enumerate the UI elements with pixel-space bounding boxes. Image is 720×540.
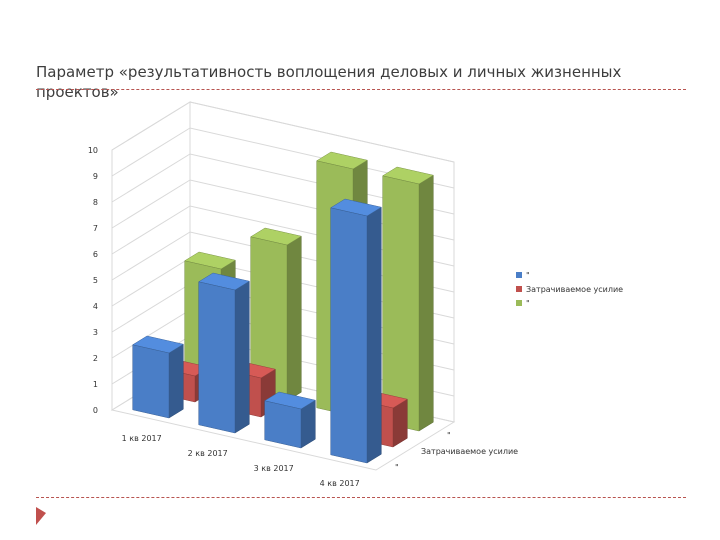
y-tick-label: 10 — [88, 146, 98, 155]
bar-side-face — [286, 235, 302, 402]
bar-3-4 — [382, 166, 434, 432]
y-tick-label: 5 — [93, 276, 98, 285]
bar-1-4 — [330, 198, 382, 464]
bar-side-face — [366, 206, 382, 464]
bar-front-face — [132, 344, 170, 419]
y-tick-label: 3 — [93, 328, 98, 337]
chart-legend: " Затрачиваемое усилие " — [516, 271, 623, 308]
y-axis-ticks: 0 1 2 3 4 5 6 7 8 9 10 — [88, 146, 98, 415]
slide-title: Параметр «результативность воплощения де… — [36, 63, 622, 101]
y-tick-label: 2 — [93, 354, 98, 363]
y-tick-label: 1 — [93, 380, 98, 389]
gridline — [111, 101, 455, 163]
legend-label: " — [526, 299, 530, 308]
chart-bars — [132, 151, 434, 464]
bar-side-face — [234, 280, 250, 434]
y-tick-label: 7 — [93, 224, 98, 233]
y-tick-label: 6 — [93, 250, 98, 259]
bar-1-2 — [198, 272, 250, 434]
depth-tick-label: " — [447, 431, 451, 440]
depth-tick-label: " — [395, 463, 399, 472]
legend-label: Затрачиваемое усилие — [526, 285, 623, 294]
legend-swatch — [516, 286, 522, 292]
bar-side-face — [168, 343, 184, 419]
y-tick-label: 4 — [93, 302, 98, 311]
top-divider — [36, 89, 686, 90]
bar-front-face — [330, 207, 368, 464]
y-tick-label: 0 — [93, 406, 98, 415]
depth-axis-labels: " Затрачиваемое усилие " — [395, 431, 518, 472]
legend-swatch — [516, 272, 522, 278]
y-tick-label: 8 — [93, 198, 98, 207]
bar-1-1 — [132, 335, 184, 419]
depth-tick-label: Затрачиваемое усилие — [421, 447, 518, 456]
bottom-divider — [36, 497, 686, 498]
x-axis-labels: 1 кв 2017 2 кв 2017 3 кв 2017 4 кв 2017 — [122, 434, 360, 488]
legend-swatch — [516, 300, 522, 306]
x-tick-label: 4 кв 2017 — [320, 479, 360, 488]
slide-corner-marker — [36, 507, 46, 525]
bar-1-3 — [264, 391, 316, 449]
x-tick-label: 3 кв 2017 — [254, 464, 294, 473]
bar-side-face — [418, 174, 434, 432]
x-tick-label: 2 кв 2017 — [188, 449, 228, 458]
bar-front-face — [198, 281, 236, 434]
x-tick-label: 1 кв 2017 — [122, 434, 162, 443]
bar-3-2 — [250, 227, 302, 402]
y-tick-label: 9 — [93, 172, 98, 181]
legend-label: " — [526, 271, 530, 280]
bar-front-face — [382, 175, 420, 432]
bar-front-face — [264, 400, 302, 449]
